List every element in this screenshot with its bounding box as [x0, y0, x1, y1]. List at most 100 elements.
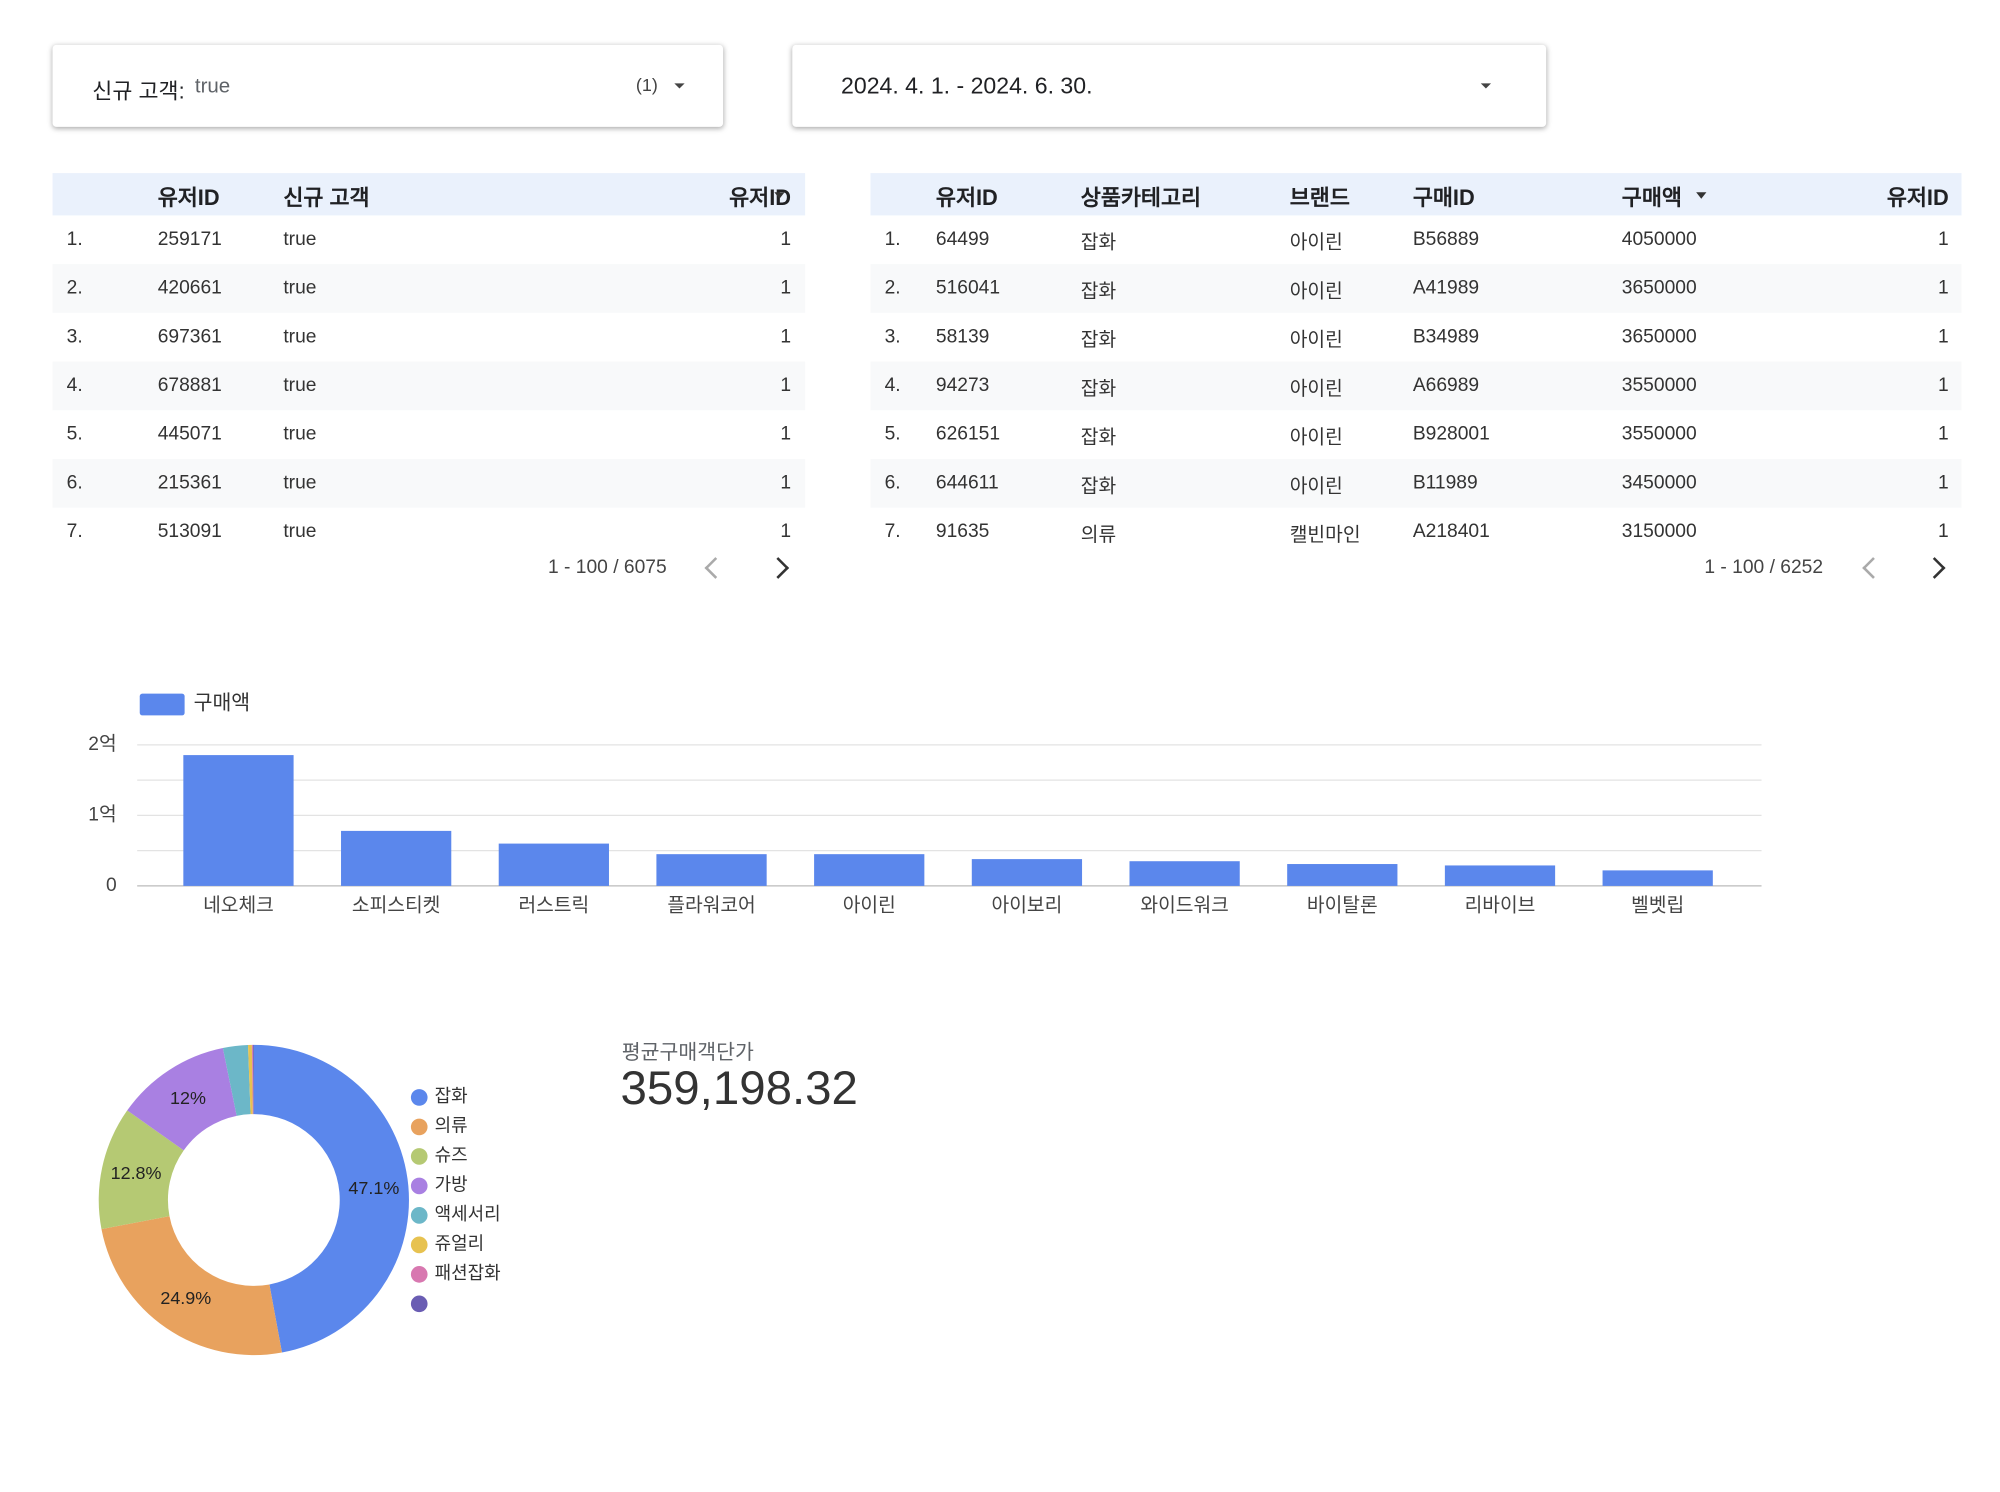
legend-label: 가방 [435, 1175, 468, 1195]
column-header[interactable]: 유저ID [1886, 185, 1949, 211]
table-cell: 6. [884, 471, 901, 494]
legend-label: 의류 [435, 1116, 468, 1136]
bar [656, 854, 767, 886]
dropdown-arrow [674, 83, 685, 89]
column-header[interactable]: 구매액 [1621, 185, 1682, 211]
table-cell: B11989 [1412, 471, 1478, 494]
bar [1287, 864, 1398, 886]
legend-swatch [410, 1118, 428, 1136]
legend-label: 슈즈 [435, 1145, 468, 1165]
legend-swatch [139, 693, 185, 716]
row-bg [52, 264, 806, 313]
x-tick-label: 플라워코어 [667, 894, 755, 916]
table-cell: true [283, 325, 317, 348]
table-cell: 678881 [157, 374, 222, 397]
donut-slice [101, 1216, 282, 1356]
table-cell: true [283, 471, 317, 494]
filter-count: (1) [635, 74, 658, 95]
data-label: 47.1% [348, 1178, 399, 1198]
table-cell: 513091 [157, 520, 222, 543]
data-label: 24.9% [160, 1288, 211, 1308]
bar [498, 843, 609, 886]
column-header[interactable]: 상품카테고리 [1080, 185, 1202, 211]
table-cell: 420661 [157, 276, 222, 299]
row-bg [870, 264, 1962, 313]
table-cell: 1 [780, 520, 792, 543]
table-cell: A41989 [1412, 276, 1480, 299]
filter-label: 신규 고객: [92, 79, 185, 104]
table-cell: 5. [66, 423, 83, 445]
table-cell: 1 [780, 276, 792, 299]
bar [1129, 861, 1240, 886]
table-header-bg [870, 173, 1962, 216]
table-cell: 잡화 [1080, 475, 1117, 498]
filter-value: true [194, 75, 231, 98]
table-cell: 1 [1938, 423, 1949, 445]
table-cell: 3150000 [1621, 520, 1697, 543]
column-header[interactable]: 구매ID [1412, 185, 1475, 211]
table-cell: 2. [66, 276, 83, 299]
filter-control[interactable] [52, 44, 724, 127]
column-header[interactable]: 유저ID [157, 185, 220, 211]
pagination: 1 - 100 / 6075 [547, 556, 667, 579]
row-bg [870, 458, 1962, 508]
table-cell: 1 [780, 471, 792, 494]
row-bg [870, 361, 1962, 411]
table-cell: 1 [1938, 374, 1949, 397]
table-cell: 아이린 [1289, 329, 1343, 352]
legend-label: 쥬얼리 [435, 1234, 485, 1254]
scorecard-label: 평균구매객단가 [621, 1042, 754, 1065]
table-cell: 91635 [935, 520, 990, 543]
x-tick-label: 바이탈론 [1307, 894, 1378, 916]
donut-slice [251, 1044, 254, 1115]
bar [183, 755, 294, 886]
bar [1444, 865, 1556, 886]
table-cell: 259171 [157, 228, 222, 250]
date-range-control[interactable] [792, 44, 1547, 127]
legend-label: 액세서리 [435, 1204, 501, 1224]
table-cell: 아이린 [1289, 426, 1343, 449]
table-cell: 3. [66, 325, 83, 348]
dropdown-arrow [1480, 83, 1492, 89]
legend-swatch [410, 1236, 428, 1254]
bar [971, 859, 1083, 886]
table-cell: 3650000 [1621, 276, 1697, 299]
table-cell: 4050000 [1621, 228, 1697, 250]
x-tick-label: 네오체크 [203, 894, 274, 916]
table-cell: A218401 [1412, 520, 1490, 543]
column-header[interactable]: 브랜드 [1289, 185, 1350, 211]
column-header[interactable]: 신규 고객 [283, 185, 370, 211]
legend-swatch [410, 1266, 428, 1283]
column-header[interactable]: 유저ID [935, 185, 998, 211]
x-tick-label: 와이드워크 [1140, 894, 1228, 916]
table-cell: 58139 [935, 325, 990, 348]
table-cell: 1 [780, 423, 792, 445]
table-header-bg [52, 173, 806, 216]
x-tick-label: 소피스티켓 [352, 894, 440, 916]
table-cell: 445071 [157, 423, 222, 445]
table-cell: 캘빈마인 [1289, 524, 1361, 547]
donut-slice [98, 1110, 184, 1230]
donut-slice [247, 1044, 253, 1115]
table-cell: 의류 [1080, 524, 1117, 547]
bar [814, 854, 925, 886]
table-cell: 4. [884, 374, 901, 397]
table-cell: 1 [1938, 228, 1949, 250]
table-cell: true [283, 374, 317, 397]
legend-label: 잡화 [435, 1086, 468, 1106]
x-tick-label: 벨벳립 [1631, 894, 1684, 916]
table-cell: 3. [884, 325, 901, 348]
table-cell: 잡화 [1080, 426, 1117, 449]
table-cell: 6. [66, 471, 83, 494]
pagination: 1 - 100 / 6252 [1704, 556, 1824, 579]
table-cell: 1 [780, 325, 792, 348]
date-range: 2024. 4. 1. - 2024. 6. 30. [841, 73, 1093, 99]
table-cell: 잡화 [1080, 329, 1117, 352]
table-cell: 626151 [935, 423, 1001, 445]
table-cell: 516041 [935, 276, 1001, 299]
y-tick-label: 2억 [88, 733, 116, 755]
table-cell: 5. [884, 423, 901, 445]
table-cell: 잡화 [1080, 378, 1117, 400]
